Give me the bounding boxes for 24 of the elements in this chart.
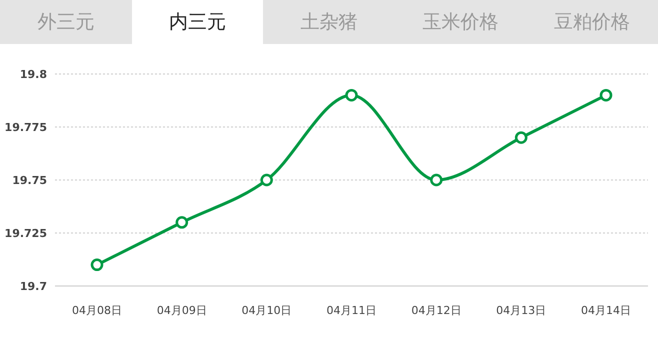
x-tick-label: 04月14日	[581, 304, 631, 317]
x-tick-label: 04月10日	[242, 304, 292, 317]
text: 土杂猪	[299, 10, 358, 35]
x-tick-label: 04月08日	[72, 304, 122, 317]
y-tick-label: 19.725	[4, 226, 47, 240]
point	[514, 131, 528, 144]
text: 外三元	[36, 10, 96, 35]
y-tick-label: 19.8	[20, 68, 47, 81]
x-tick-label: 04月12日	[411, 304, 462, 317]
text: 豆粕价格	[553, 10, 632, 35]
point	[600, 88, 612, 102]
point	[260, 174, 273, 186]
y-tick-label: 19.7	[20, 280, 47, 293]
y-tick-label: 19.75	[12, 174, 47, 187]
x-tick-label: 04月11日	[326, 304, 376, 317]
point	[176, 216, 188, 229]
point	[90, 258, 104, 272]
y-tick-label: 19.775	[4, 120, 47, 134]
text: 玉米价格	[422, 10, 500, 35]
point	[345, 88, 358, 102]
text: 内三元	[132, 0, 264, 44]
x-tick-label: 04月13日	[496, 304, 546, 317]
point	[430, 174, 443, 186]
x-tick-label: 04月09日	[156, 304, 207, 317]
